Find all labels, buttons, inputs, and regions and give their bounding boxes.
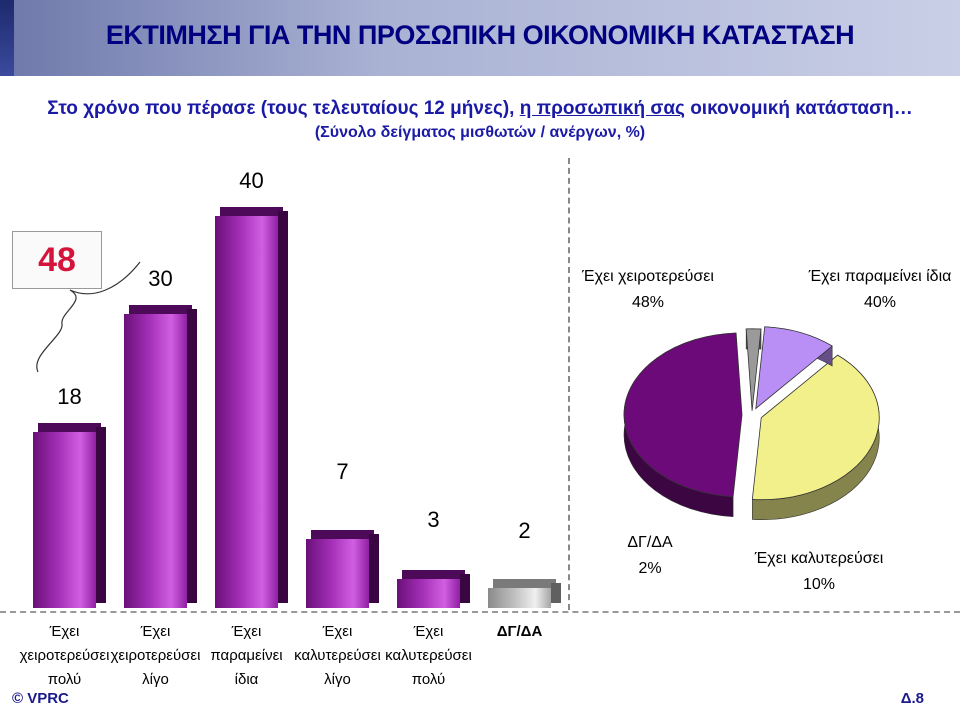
category-line: ίδια: [234, 671, 259, 688]
bar-top: [311, 530, 374, 540]
bar-category-label: Έχει παραμείνει ίδια: [190, 620, 303, 692]
page-number: Δ.8: [900, 690, 924, 707]
pie-label-name: Έχει παραμείνει ίδια: [808, 268, 952, 285]
page-title: ΕΚΤΙΜΗΣΗ ΓΙΑ ΤΗΝ ΠΡΟΣΩΠΙΚΗ ΟΙΚΟΝΟΜΙΚΗ ΚΑ…: [105, 20, 855, 50]
pie-slice-label: ΔΓ/ΔΑ 2%: [610, 530, 690, 582]
bar-value-label: 18: [57, 383, 82, 409]
bar-category-label: Έχει χειροτερεύσει πολύ: [8, 620, 121, 692]
bar-top: [129, 305, 192, 314]
bar-side: [278, 211, 288, 603]
bracket-total-box: 48: [12, 231, 102, 289]
bar-value-label: 40: [239, 168, 264, 193]
bar-category-label: Έχει καλυτερεύσει λίγο: [281, 620, 394, 692]
category-line: χειροτερεύσει: [110, 647, 201, 664]
bar-category-label: Έχει χειροτερεύσει λίγο: [99, 620, 212, 692]
pie-label-name: Έχει χειροτερεύσει: [582, 268, 714, 285]
category-line: Έχει: [231, 623, 262, 640]
pie-slice: [751, 354, 880, 501]
question-part1: Στο χρόνο που πέρασε (τους τελευταίους 1…: [47, 98, 520, 119]
category-line: πολύ: [411, 671, 446, 688]
category-line: Έχει: [413, 623, 444, 640]
pie-slice: [755, 326, 833, 410]
pie-label-name: Έχει καλυτερεύσει: [754, 550, 884, 567]
bar: [488, 588, 551, 608]
bar-top: [402, 569, 465, 579]
bar-side: [551, 583, 561, 603]
category-line: λίγο: [142, 671, 169, 688]
pie-label-value: 10%: [802, 576, 836, 593]
bar-side: [96, 426, 106, 603]
bar: [33, 431, 96, 608]
category-line: πολύ: [47, 671, 82, 688]
pie-slice: [623, 332, 743, 498]
pie-label-value: 40%: [863, 294, 897, 311]
copyright: © VPRC: [12, 690, 69, 707]
bar-value-label: 2: [518, 518, 531, 544]
bar-value-label: 7: [336, 459, 349, 485]
category-line: χειροτερεύσει: [19, 647, 110, 664]
base-note: (Σύνολο δείγματος μισθωτών / ανέργων, %): [314, 124, 646, 141]
pie-label-value: 48%: [631, 294, 665, 311]
pie-slice-label: Έχει παραμείνει ίδια 40%: [790, 264, 960, 316]
baseline-divider: [0, 611, 960, 613]
bar-category-label: Έχει καλυτερεύσει πολύ: [372, 620, 485, 692]
bar: [215, 216, 278, 608]
category-line: λίγο: [324, 671, 351, 688]
bar-top: [493, 579, 556, 589]
category-line: καλυτερεύσει: [385, 647, 472, 664]
bar-side: [369, 534, 379, 603]
bar-category-label: ΔΓ/ΔΑ: [463, 620, 576, 644]
bar-top: [38, 422, 101, 432]
pie-slice-label: Έχει χειροτερεύσει 48%: [568, 264, 728, 316]
question-part2: οικονομική κατάσταση…: [684, 98, 913, 119]
pie-label-name: ΔΓ/ΔΑ: [627, 534, 673, 551]
pie-slice-label: Έχει καλυτερεύσει 10%: [734, 546, 904, 598]
bar-value-label: 3: [427, 506, 440, 532]
category-line: καλυτερεύσει: [294, 647, 381, 664]
bar: [306, 539, 369, 608]
bar-top: [220, 207, 283, 216]
question-underlined: η προσωπική σας: [519, 98, 685, 119]
bar: [397, 578, 460, 608]
bracket-icon: [36, 261, 141, 373]
bar: [124, 314, 187, 608]
bar-side: [460, 573, 470, 603]
separator-line: [568, 158, 570, 610]
bar-side: [187, 309, 197, 603]
category-line: Έχει: [49, 623, 80, 640]
pie-chart: [623, 326, 880, 520]
question-text: Στο χρόνο που πέρασε (τους τελευταίους 1…: [0, 98, 960, 120]
title-bar: [0, 0, 960, 76]
category-line: παραμείνει: [210, 647, 283, 664]
bar-value-label: 30: [148, 266, 173, 291]
category-line: ΔΓ/ΔΑ: [496, 623, 543, 640]
category-line: Έχει: [322, 623, 353, 640]
title-accent-strip: [0, 0, 14, 76]
pie-slice: [745, 328, 762, 411]
pie-label-value: 2%: [638, 560, 662, 577]
category-line: Έχει: [140, 623, 171, 640]
